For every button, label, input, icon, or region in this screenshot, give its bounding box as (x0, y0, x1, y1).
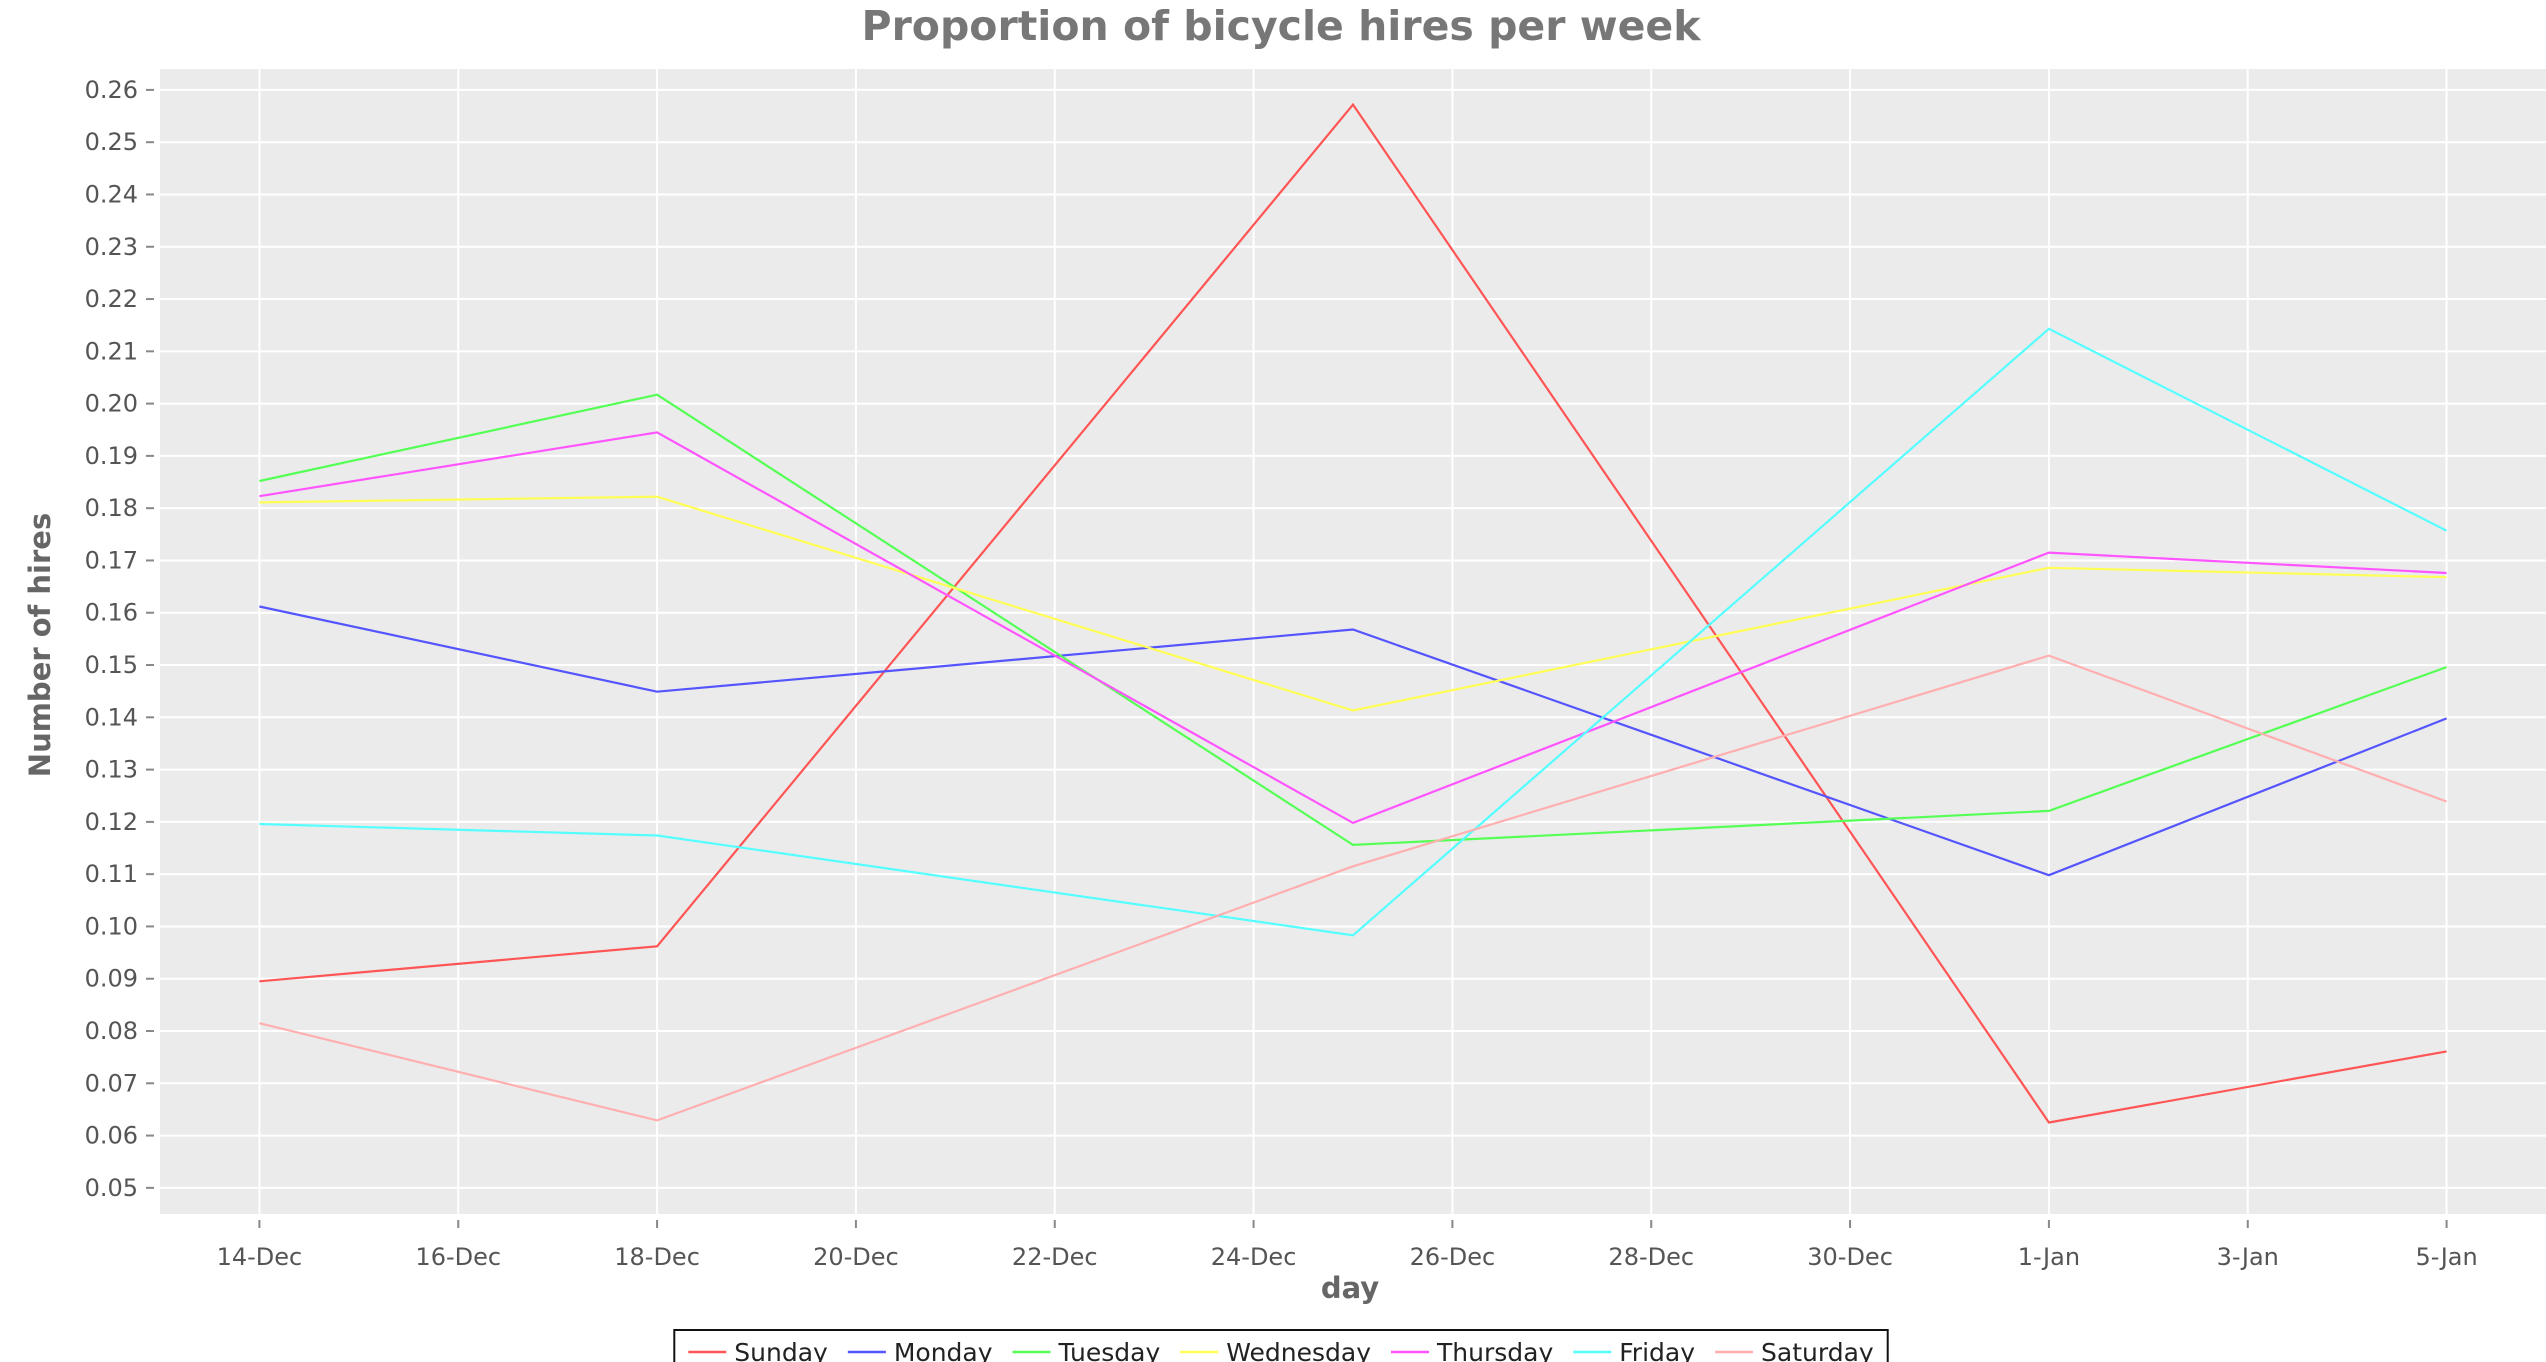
series-line-thursday (259, 431, 2447, 825)
y-tick-label: 0.10 (85, 912, 138, 940)
chart-title: Proportion of bicycle hires per week (862, 2, 1703, 50)
y-tick-label: 0.26 (85, 76, 138, 104)
legend-label-monday: Monday (894, 1338, 993, 1362)
legend-label-sunday: Sunday (734, 1338, 828, 1362)
series-line-friday (259, 327, 2448, 937)
y-tick-label: 0.16 (85, 599, 138, 627)
legend-label-saturday: Saturday (1761, 1338, 1874, 1362)
series-line-wednesday (259, 495, 2447, 712)
series-line-saturday (259, 654, 2447, 1122)
y-tick-label: 0.22 (85, 285, 138, 313)
y-tick-label: 0.11 (85, 860, 138, 888)
y-tick-label: 0.06 (85, 1122, 138, 1150)
y-tick-label: 0.15 (85, 651, 138, 679)
y-axis: 0.05 0.06 0.07 0.08 0.09 0.10 0.11 0.12 0.13 0.14… (85, 76, 154, 1202)
legend-label-thursday: Thursday (1436, 1338, 1553, 1362)
x-tick-label: 24-Dec (1211, 1243, 1297, 1271)
x-axis-label: day (1321, 1271, 1379, 1305)
y-tick-label: 0.24 (85, 180, 138, 208)
legend: Sunday Monday Tuesday Wednesday Thursday Frid… (673, 1329, 1889, 1362)
x-axis: 14-Dec 16-Dec 18-Dec 20-Dec 22-Dec 24-Dec 26-D… (217, 1220, 2478, 1271)
y-tick-label: 0.18 (85, 494, 138, 522)
x-tick-label: 1-Jan (2018, 1243, 2080, 1271)
y-tick-label: 0.23 (85, 233, 138, 261)
legend-box (673, 1329, 1889, 1362)
x-tick-label: 14-Dec (217, 1243, 303, 1271)
x-tick-label: 20-Dec (813, 1243, 899, 1271)
y-tick-label: 0.20 (85, 390, 138, 418)
y-tick-label: 0.08 (85, 1017, 138, 1045)
y-tick-label: 0.25 (85, 128, 138, 156)
y-tick-label: 0.14 (85, 703, 138, 731)
x-tick-label: 30-Dec (1807, 1243, 1893, 1271)
series-line-tuesday (259, 393, 2447, 847)
y-tick-label: 0.17 (85, 546, 138, 574)
x-tick-label: 28-Dec (1608, 1243, 1694, 1271)
y-axis-label: Number of hires (23, 513, 57, 777)
x-tick-label: 18-Dec (614, 1243, 700, 1271)
y-tick-label: 0.21 (85, 337, 138, 365)
y-tick-label: 0.09 (85, 965, 138, 993)
y-tick-label: 0.12 (85, 808, 138, 836)
legend-label-friday: Friday (1619, 1338, 1695, 1362)
series-lines (259, 102, 2448, 1124)
series-line-monday (259, 605, 2448, 877)
x-tick-label: 3-Jan (2217, 1243, 2279, 1271)
x-tick-label: 26-Dec (1410, 1243, 1496, 1271)
x-tick-label: 16-Dec (415, 1243, 501, 1271)
y-tick-label: 0.05 (85, 1174, 138, 1202)
plot-area (160, 69, 2546, 1214)
y-tick-label: 0.13 (85, 756, 138, 784)
x-tick-label: 22-Dec (1012, 1243, 1098, 1271)
series-line-sunday (259, 102, 2447, 1124)
x-tick-label: 5-Jan (2415, 1243, 2477, 1271)
y-tick-label: 0.19 (85, 442, 138, 470)
y-tick-label: 0.07 (85, 1069, 138, 1097)
legend-label-tuesday: Tuesday (1058, 1338, 1161, 1362)
legend-label-wednesday: Wednesday (1226, 1338, 1371, 1362)
